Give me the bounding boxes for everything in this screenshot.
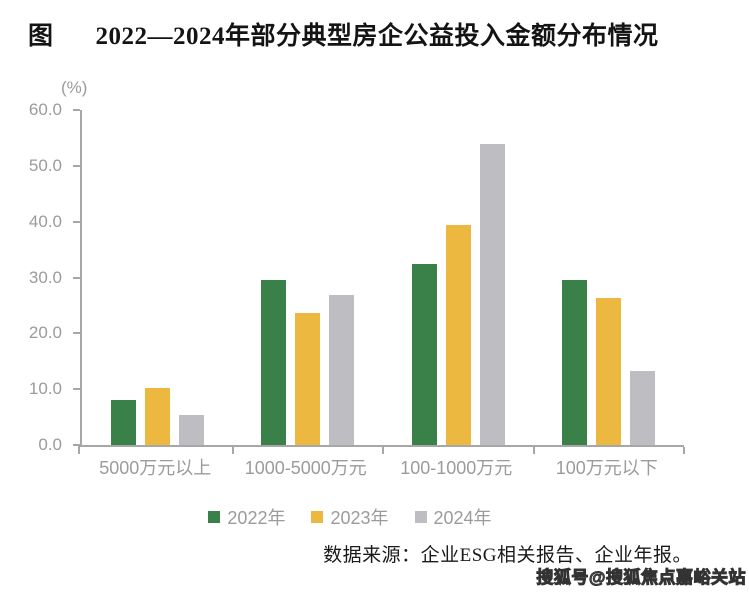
bar-group (383, 110, 535, 454)
y-tick-mark (73, 388, 80, 391)
legend-swatch-icon (311, 511, 324, 523)
legend-item-2024年: 2024年 (414, 504, 492, 530)
bar-2023年-100-1000万元 (445, 224, 471, 445)
bar-2022年-100-1000万元 (411, 264, 437, 445)
bar-group (82, 110, 234, 454)
plot-area (80, 110, 685, 454)
legend-label: 2022年 (227, 508, 286, 528)
y-tick-label: 40.0 (28, 211, 62, 231)
bar-2024年-1000-5000万元 (329, 294, 355, 445)
x-category-label: 100-1000万元 (400, 458, 513, 478)
x-tick-mark (683, 447, 685, 454)
bar-group (534, 110, 685, 454)
x-category-label: 1000-5000万元 (244, 458, 367, 478)
y-tick-mark (73, 276, 80, 279)
y-tick-label: 30.0 (28, 267, 62, 287)
bar-2023年-1000-5000万元 (295, 312, 321, 445)
bar-2023年-100万元以下 (596, 298, 622, 445)
x-tick-mark (532, 447, 535, 454)
legend-item-2022年: 2022年 (208, 504, 285, 530)
y-tick-label: 0.0 (38, 435, 62, 454)
x-category-label: 100万元以下 (555, 458, 658, 478)
bar-2023年-5000万元以上 (144, 387, 170, 445)
chart-title-row: 图 2022—2024年部分典型房企公益投入金额分布情况 (28, 16, 739, 52)
bar-2024年-5000万元以上 (178, 415, 204, 445)
y-tick-label: 60.0 (28, 100, 62, 119)
y-tick-mark (73, 332, 80, 335)
bar-groups (82, 110, 685, 454)
x-tick-mark (231, 447, 234, 454)
y-tick-label: 20.0 (28, 323, 62, 343)
legend-swatch-icon (414, 511, 427, 523)
x-category-label: 5000万元以上 (99, 458, 212, 478)
legend-item-2023年: 2023年 (311, 504, 389, 530)
y-axis-unit-label: (%) (61, 78, 88, 97)
chart-legend: 2022年 2023年 2024年 (0, 504, 700, 530)
data-source-note: 数据来源：企业ESG相关报告、企业年报。 (323, 545, 692, 566)
page-title: 2022—2024年部分典型房企公益投入金额分布情况 (95, 23, 659, 50)
bar-2024年-100-1000万元 (479, 143, 505, 445)
legend-label: 2023年 (330, 508, 389, 528)
bar-group (233, 110, 384, 454)
y-tick-mark (73, 164, 80, 167)
y-tick-label: 10.0 (28, 379, 62, 399)
x-axis-labels: 5000万元以上 1000-5000万元 100-1000万元 100万元以下 (80, 454, 682, 480)
y-axis: 60.0 50.0 40.0 30.0 20.0 10.0 0.0 (0, 100, 80, 454)
y-tick-mark (73, 444, 80, 446)
figure-label: 图 (28, 23, 54, 50)
y-tick-mark (73, 220, 80, 223)
bar-2022年-1000-5000万元 (261, 280, 287, 445)
sohu-watermark: 搜狐号@搜狐焦点嘉峪关站 (536, 568, 746, 588)
legend-label: 2024年 (433, 508, 492, 528)
x-tick-mark (382, 447, 384, 454)
bar-2022年-5000万元以上 (110, 400, 136, 445)
y-tick-label: 50.0 (28, 155, 62, 175)
bar-2024年-100万元以下 (630, 370, 656, 445)
y-axis-foot-tick (78, 445, 80, 454)
y-tick-mark (73, 109, 80, 111)
bar-2022年-100万元以下 (562, 280, 588, 445)
legend-swatch-icon (208, 511, 221, 523)
